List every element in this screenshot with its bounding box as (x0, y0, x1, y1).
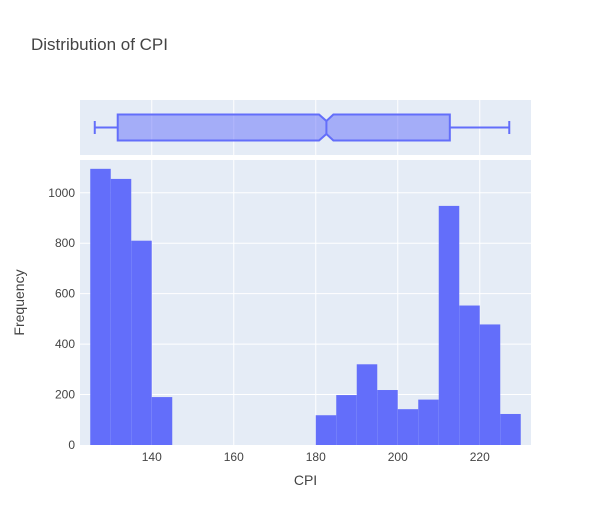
histogram-bar[interactable] (459, 305, 480, 445)
x-axis-ticks: 140 160 180 200 220 (142, 450, 490, 464)
histogram-bar[interactable] (131, 240, 152, 445)
x-tick-label: 180 (306, 450, 326, 464)
histogram-bar[interactable] (397, 409, 419, 445)
histogram-bar[interactable] (356, 364, 378, 445)
y-axis-ticks: 0 200 400 600 800 1000 (48, 186, 75, 452)
x-axis-label: CPI (294, 472, 317, 488)
x-tick-label: 200 (388, 450, 408, 464)
boxplot-panel (80, 100, 531, 155)
histogram-bars (90, 168, 521, 445)
y-tick-label: 1000 (48, 186, 75, 200)
x-tick-label: 220 (470, 450, 490, 464)
histogram-bar[interactable] (479, 324, 501, 445)
chart-title: Distribution of CPI (31, 35, 168, 54)
x-tick-label: 140 (142, 450, 162, 464)
histogram-bar[interactable] (438, 205, 460, 445)
x-tick-label: 160 (224, 450, 244, 464)
y-tick-label: 800 (55, 236, 75, 250)
histogram-panel: 140 160 180 200 220 0 200 400 600 800 1000 (48, 160, 531, 464)
histogram-bar[interactable] (500, 413, 521, 445)
boxplot[interactable] (93, 113, 511, 142)
y-tick-label: 400 (55, 337, 75, 351)
histogram-bar[interactable] (90, 168, 111, 445)
box-body[interactable] (116, 113, 451, 142)
histogram-bar[interactable] (418, 399, 439, 445)
y-tick-label: 200 (55, 388, 75, 402)
histogram-bar[interactable] (151, 397, 173, 445)
y-tick-label: 0 (68, 438, 75, 452)
histogram-bar[interactable] (377, 390, 398, 445)
histogram-bar[interactable] (336, 395, 357, 445)
histogram-bar[interactable] (315, 415, 337, 445)
y-axis-label: Frequency (11, 269, 27, 335)
y-tick-label: 600 (55, 287, 75, 301)
histogram-bar[interactable] (110, 178, 132, 445)
